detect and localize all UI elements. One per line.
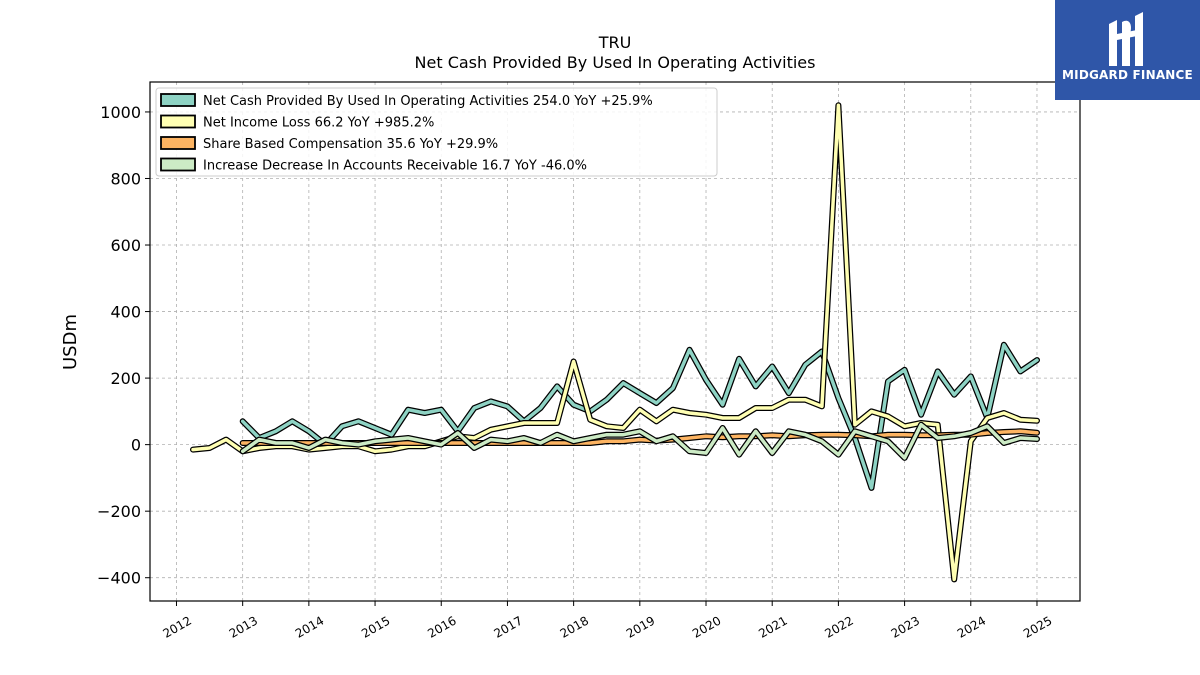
x-tick-label: 2020	[690, 613, 723, 640]
y-tick-label: −200	[97, 502, 141, 521]
series-1	[190, 102, 1040, 583]
x-tick-label: 2017	[491, 613, 524, 640]
brand-logo: MIDGARD FINANCE	[1055, 0, 1200, 100]
x-tick-label: 2013	[227, 613, 260, 640]
x-tick-label: 2023	[889, 613, 922, 640]
x-tick-label: 2018	[558, 613, 591, 640]
y-tick-label: 0	[131, 436, 141, 455]
legend-swatch	[160, 114, 196, 129]
y-tick-label: −400	[97, 569, 141, 588]
y-tick-label: 200	[110, 369, 141, 388]
series-layer	[190, 102, 1040, 583]
series-line	[240, 343, 1039, 490]
y-tick-label: 800	[110, 169, 141, 188]
y-tick-label: 600	[110, 236, 141, 255]
x-tick-label: 2016	[425, 613, 458, 640]
x-tick-label: 2021	[756, 613, 789, 640]
y-tick-label: 1000	[100, 103, 141, 122]
chart-subtitle: Net Cash Provided By Used In Operating A…	[415, 53, 816, 72]
x-tick-label: 2024	[955, 613, 988, 640]
legend-label: Share Based Compensation 35.6 YoY +29.9%	[203, 137, 498, 152]
x-tick-label: 2022	[822, 613, 855, 640]
x-tick-label: 2012	[161, 613, 194, 640]
x-tick-label: 2014	[293, 613, 326, 640]
x-tick-label: 2019	[624, 613, 657, 640]
y-axis: −400 −200 0 200 400 600 800 1000	[97, 103, 150, 588]
series-3	[239, 421, 1040, 461]
x-tick-label: 2025	[1021, 613, 1054, 640]
series-0	[239, 341, 1040, 491]
chart-title: TRU	[598, 33, 632, 52]
y-tick-label: 400	[110, 303, 141, 322]
legend-label: Increase Decrease In Accounts Receivable…	[203, 159, 587, 174]
legend-swatch	[160, 157, 196, 172]
legend-swatch	[160, 136, 196, 150]
midgard-logo-icon	[1109, 12, 1143, 66]
series-line	[240, 422, 1039, 460]
legend: Net Cash Provided By Used In Operating A…	[155, 87, 718, 177]
legend-box	[155, 87, 718, 177]
legend-label: Net Income Loss 66.2 YoY +985.2%	[203, 116, 434, 131]
legend-label: Net Cash Provided By Used In Operating A…	[203, 94, 653, 109]
series-line	[191, 103, 1039, 582]
legend-swatch	[160, 93, 196, 107]
x-axis: 2012 2013 2014 2015 2016 2017 2018 2019 2020 2021…	[161, 601, 1054, 641]
plot-frame	[149, 81, 1081, 602]
y-axis-label: USDm	[60, 314, 81, 370]
x-tick-label: 2015	[359, 613, 392, 640]
brand-name: MIDGARD FINANCE	[1062, 68, 1193, 82]
